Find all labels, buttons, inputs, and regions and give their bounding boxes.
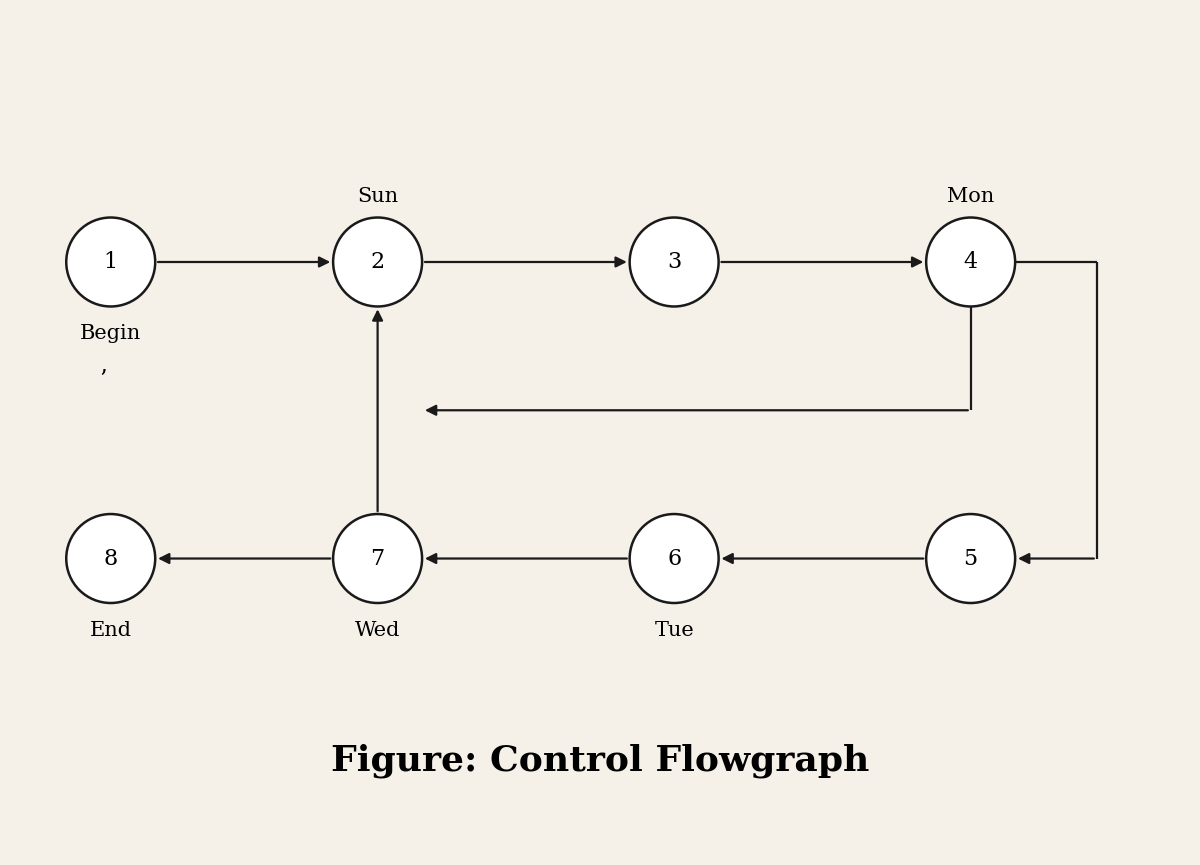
Circle shape [926, 514, 1015, 603]
Circle shape [66, 514, 155, 603]
Circle shape [630, 514, 719, 603]
Circle shape [66, 217, 155, 306]
Text: 1: 1 [103, 251, 118, 273]
Circle shape [334, 217, 422, 306]
Text: End: End [90, 621, 132, 640]
Circle shape [926, 217, 1015, 306]
Text: Figure: Control Flowgraph: Figure: Control Flowgraph [331, 744, 869, 778]
Text: Mon: Mon [947, 187, 995, 206]
Text: 6: 6 [667, 548, 682, 569]
Text: ’: ’ [100, 368, 107, 392]
Text: 2: 2 [371, 251, 385, 273]
Text: 8: 8 [103, 548, 118, 569]
Circle shape [630, 217, 719, 306]
Text: Begin: Begin [80, 324, 142, 343]
Text: Wed: Wed [355, 621, 401, 640]
Text: Sun: Sun [358, 187, 398, 206]
Text: 4: 4 [964, 251, 978, 273]
Text: 5: 5 [964, 548, 978, 569]
Circle shape [334, 514, 422, 603]
Text: Tue: Tue [654, 621, 694, 640]
Text: 7: 7 [371, 548, 385, 569]
Text: 3: 3 [667, 251, 682, 273]
